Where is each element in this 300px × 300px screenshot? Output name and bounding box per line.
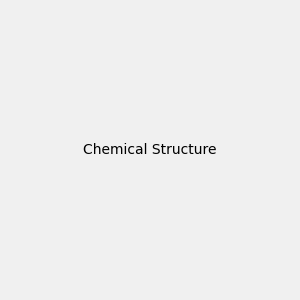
Text: Chemical Structure: Chemical Structure bbox=[83, 143, 217, 157]
